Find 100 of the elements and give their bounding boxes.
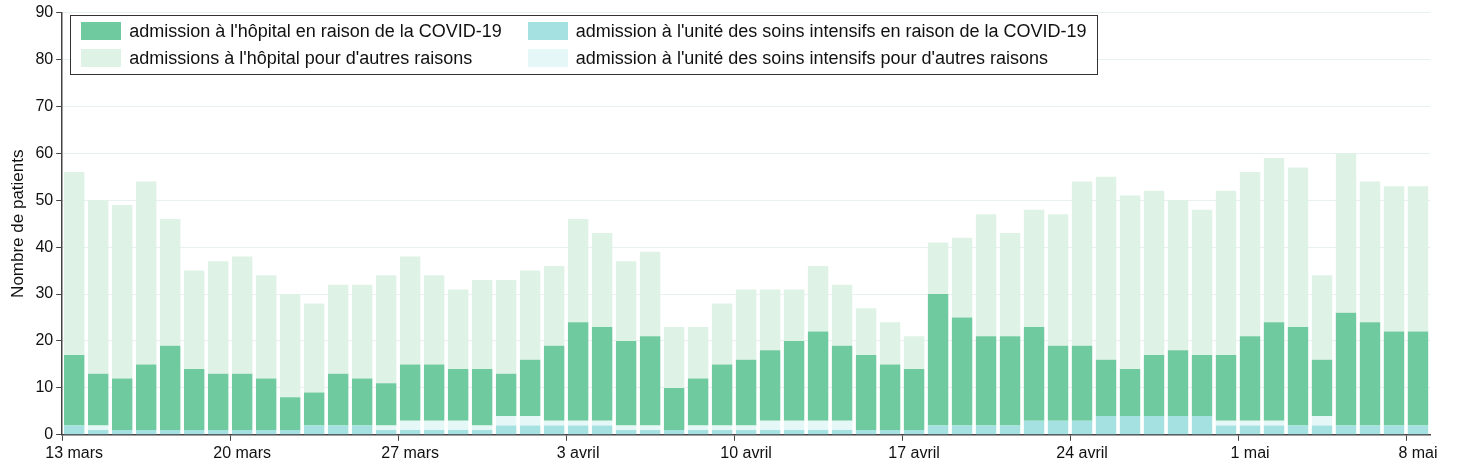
x-tick-label: 20 mars: [213, 443, 272, 461]
bar: [711, 430, 733, 435]
bar: [375, 425, 397, 431]
bar: [567, 425, 589, 435]
bar: [519, 359, 541, 417]
bar: [1263, 322, 1285, 421]
bar: [1191, 416, 1213, 435]
y-tick-label: 30: [35, 284, 54, 302]
bar: [87, 425, 109, 431]
bar: [111, 430, 133, 435]
bar: [927, 425, 949, 435]
bar: [735, 430, 757, 435]
bar: [207, 373, 229, 431]
bar: [64, 425, 85, 435]
bar: [591, 326, 613, 421]
bar: [159, 430, 181, 435]
bar: [711, 364, 733, 426]
bar: [1215, 355, 1237, 421]
bar: [783, 430, 805, 435]
bar: [1191, 355, 1213, 417]
x-tick-label: 10 avril: [720, 443, 772, 461]
bar: [807, 331, 829, 421]
bar: [423, 420, 445, 431]
bar: [519, 425, 541, 435]
bar: [303, 392, 325, 426]
bar: [1311, 416, 1333, 426]
bar: [831, 430, 853, 435]
bar: [399, 364, 421, 421]
bar: [375, 430, 397, 435]
bar: [1119, 416, 1141, 435]
bar: [951, 317, 973, 426]
bar: [447, 430, 469, 435]
bar: [231, 430, 253, 435]
bar: [831, 345, 853, 421]
y-tick-label: 60: [35, 143, 54, 161]
bar: [1119, 369, 1141, 417]
bar: [975, 336, 997, 426]
bar: [399, 420, 421, 431]
bar: [255, 378, 277, 431]
bar: [1311, 425, 1333, 435]
bar: [1095, 416, 1117, 435]
bar: [615, 340, 637, 426]
bar: [1143, 416, 1165, 435]
bar: [639, 430, 661, 435]
bar: [1143, 355, 1165, 417]
bar: [351, 378, 373, 426]
bar: [783, 340, 805, 421]
bar: [1311, 359, 1333, 417]
bar: [1071, 345, 1093, 421]
bar: [87, 430, 109, 435]
bar: [1023, 420, 1045, 435]
bar: [1047, 420, 1069, 435]
bar: [399, 430, 421, 435]
legend-label: admission à l'hôpital en raison de la COVID-19: [129, 20, 502, 42]
y-tick-label: 80: [35, 49, 54, 67]
y-tick-label: 0: [44, 425, 54, 443]
bar: [711, 425, 733, 431]
y-tick-label: 90: [35, 3, 54, 21]
bar: [1047, 345, 1069, 421]
x-tick-label: 13 mars: [45, 443, 104, 461]
bar: [1239, 336, 1261, 421]
bar: [1263, 425, 1285, 435]
bar: [135, 364, 157, 431]
bar: [759, 420, 781, 431]
x-tick-label: 17 avril: [888, 443, 940, 461]
bar: [447, 420, 469, 431]
bar: [279, 430, 301, 435]
bar: [783, 420, 805, 431]
bar: [135, 430, 157, 435]
bar: [1335, 312, 1357, 426]
bar: [1335, 425, 1357, 435]
bar: [303, 425, 325, 435]
bar: [1071, 420, 1093, 435]
bar: [1359, 322, 1381, 426]
bar: [1287, 326, 1309, 426]
bar: [327, 425, 349, 435]
x-tick-label: 1 mai: [1230, 443, 1270, 461]
x-tick-label: 8 mai: [1398, 443, 1438, 461]
bar: [999, 425, 1021, 435]
x-tick-label: 3 avril: [556, 443, 600, 461]
bar: [807, 420, 829, 431]
bar: [879, 364, 901, 431]
bar: [495, 425, 517, 435]
y-tick-label: 10: [35, 378, 54, 396]
y-tick-label: 20: [35, 331, 54, 349]
bar: [471, 369, 493, 426]
bar: [903, 369, 925, 431]
bar: [207, 430, 229, 435]
bar: [735, 359, 757, 426]
legend-label: admissions à l'hôpital pour d'autres raisons: [129, 47, 473, 69]
bar: [1095, 359, 1117, 417]
bar: [639, 336, 661, 426]
bar: [183, 430, 205, 435]
bar: [735, 425, 757, 431]
bar: [375, 383, 397, 426]
bar: [183, 369, 205, 431]
bar: [87, 373, 109, 426]
bar: [807, 430, 829, 435]
bar: [231, 373, 253, 431]
bar: [687, 378, 709, 426]
